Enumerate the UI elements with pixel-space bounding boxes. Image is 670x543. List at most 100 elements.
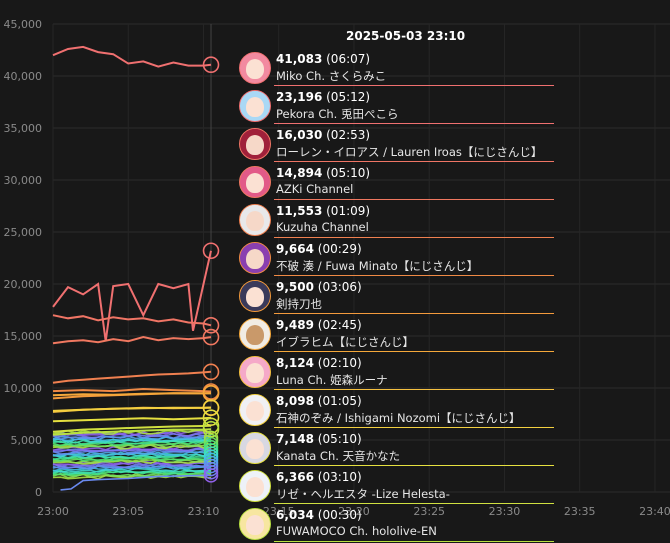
viewer-count-value: 6,366: [276, 470, 314, 484]
tooltip-entry[interactable]: 7,148 (05:10)Kanata Ch. 天音かなた: [236, 431, 554, 467]
viewer-count-value: 8,098: [276, 394, 314, 408]
stream-duration: (06:07): [322, 52, 370, 66]
tooltip-entry[interactable]: 14,894 (05:10) AZKi Channel: [236, 165, 554, 201]
viewer-count: 9,500 (03:06): [276, 280, 362, 294]
viewer-count-value: 9,664: [276, 242, 314, 256]
tooltip-entry[interactable]: 23,196 (05:12) Pekora Ch. 兎田ぺこら: [236, 89, 554, 125]
tooltip-timestamp: 2025-05-03 23:10: [346, 29, 465, 43]
entry-color-underline: [274, 465, 554, 466]
channel-name: イブラヒム【にじさんじ】: [276, 334, 414, 350]
entry-color-underline: [274, 351, 554, 352]
viewer-count: 6,034 (00:30): [276, 508, 362, 522]
y-tick-label: 15,000: [4, 330, 43, 343]
viewer-count: 23,196 (05:12): [276, 90, 370, 104]
stream-duration: (05:10): [322, 166, 370, 180]
series-line: [53, 315, 211, 325]
series-line: [53, 47, 211, 67]
entry-color-underline: [274, 123, 554, 124]
chart-series: [53, 47, 211, 435]
channel-avatar: [239, 128, 271, 160]
viewer-count: 8,098 (01:05): [276, 394, 362, 408]
entry-color-underline: [274, 541, 554, 542]
y-tick-label: 45,000: [4, 18, 43, 31]
viewer-count-value: 16,030: [276, 128, 322, 142]
channel-avatar: [239, 52, 271, 84]
channel-name: Pekora Ch. 兎田ぺこら: [276, 106, 398, 122]
channel-name: AZKi Channel: [276, 182, 353, 196]
series-line: [53, 251, 211, 341]
entry-color-underline: [274, 237, 554, 238]
viewer-count-value: 8,124: [276, 356, 314, 370]
channel-avatar: [239, 508, 271, 540]
viewer-count: 14,894 (05:10): [276, 166, 370, 180]
viewer-count-value: 7,148: [276, 432, 314, 446]
minor-series-bundle: [53, 430, 211, 490]
viewer-count-value: 9,500: [276, 280, 314, 294]
channel-name: ローレン・イロアス / Lauren Iroas【にじさんじ】: [276, 144, 542, 160]
channel-name: Luna Ch. 姫森ルーナ: [276, 372, 388, 388]
viewer-count-value: 41,083: [276, 52, 322, 66]
channel-avatar: [239, 394, 271, 426]
x-tick-label: 23:35: [564, 505, 596, 518]
channel-name: 剣持刀也: [276, 296, 322, 312]
tooltip-entry[interactable]: 9,664 (00:29)不破 湊 / Fuwa Minato【にじさんじ】: [236, 241, 554, 277]
y-tick-label: 5,000: [11, 434, 43, 447]
viewer-count-value: 14,894: [276, 166, 322, 180]
channel-name: Kuzuha Channel: [276, 220, 369, 234]
viewer-count: 41,083 (06:07): [276, 52, 370, 66]
channel-avatar: [239, 166, 271, 198]
entry-color-underline: [274, 199, 554, 200]
y-tick-label: 30,000: [4, 174, 43, 187]
series-line: [53, 337, 211, 343]
stream-duration: (02:10): [314, 356, 362, 370]
tooltip-entry[interactable]: 9,500 (03:06) 剣持刀也: [236, 279, 554, 315]
tooltip-entry[interactable]: 6,366 (03:10) リゼ・ヘルエスタ -Lize Helesta-: [236, 469, 554, 505]
y-tick-label: 40,000: [4, 70, 43, 83]
entry-color-underline: [274, 85, 554, 86]
series-line: [53, 418, 211, 422]
channel-name: FUWAMOCO Ch. hololive-EN: [276, 524, 437, 538]
y-tick-label: 35,000: [4, 122, 43, 135]
entry-color-underline: [274, 275, 554, 276]
tooltip-entry[interactable]: 11,553 (01:09) Kuzuha Channel: [236, 203, 554, 239]
series-line: [53, 372, 211, 383]
stream-duration: (01:05): [314, 394, 362, 408]
y-tick-label: 20,000: [4, 278, 43, 291]
stream-duration: (00:30): [314, 508, 362, 522]
stream-duration: (02:45): [314, 318, 362, 332]
channel-avatar: [239, 280, 271, 312]
viewer-count: 9,664 (00:29): [276, 242, 362, 256]
tooltip-entry[interactable]: 8,098 (01:05) 石神のぞみ / Ishigami Nozomi【にじさ…: [236, 393, 554, 429]
tooltip-entry[interactable]: 9,489 (02:45)イブラヒム【にじさんじ】: [236, 317, 554, 353]
entry-color-underline: [274, 389, 554, 390]
tooltip-entry[interactable]: 8,124 (02:10) Luna Ch. 姫森ルーナ: [236, 355, 554, 391]
entry-color-underline: [274, 161, 554, 162]
channel-avatar: [239, 90, 271, 122]
channel-name: 石神のぞみ / Ishigami Nozomi【にじさんじ】: [276, 410, 521, 426]
y-tick-label: 25,000: [4, 226, 43, 239]
series-line: [53, 389, 211, 392]
channel-avatar: [239, 356, 271, 388]
stream-duration: (03:10): [314, 470, 362, 484]
y-tick-label: 0: [35, 486, 42, 499]
stream-duration: (03:06): [314, 280, 362, 294]
entry-color-underline: [274, 313, 554, 314]
stream-duration: (02:53): [322, 128, 370, 142]
x-tick-label: 23:10: [188, 505, 220, 518]
x-tick-label: 23:40: [639, 505, 670, 518]
viewer-count: 8,124 (02:10): [276, 356, 362, 370]
x-tick-label: 23:05: [112, 505, 144, 518]
channel-name: リゼ・ヘルエスタ -Lize Helesta-: [276, 486, 450, 502]
stream-duration: (05:12): [322, 90, 370, 104]
viewer-count-value: 6,034: [276, 508, 314, 522]
viewer-count: 11,553 (01:09): [276, 204, 370, 218]
viewer-count: 7,148 (05:10): [276, 432, 362, 446]
series-line: [53, 408, 211, 411]
channel-avatar: [239, 242, 271, 274]
stream-duration: (00:29): [314, 242, 362, 256]
tooltip-entry[interactable]: 16,030 (02:53) ローレン・イロアス / Lauren Iroas【に…: [236, 127, 554, 163]
tooltip-entry[interactable]: 41,083 (06:07)Miko Ch. さくらみこ: [236, 51, 554, 87]
tooltip-entry[interactable]: 6,034 (00:30) FUWAMOCO Ch. hololive-EN: [236, 507, 554, 543]
viewer-count: 6,366 (03:10): [276, 470, 362, 484]
x-tick-label: 23:00: [37, 505, 69, 518]
